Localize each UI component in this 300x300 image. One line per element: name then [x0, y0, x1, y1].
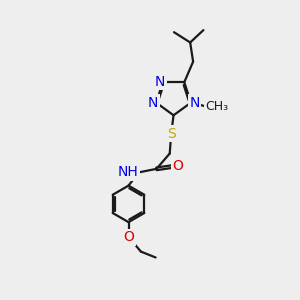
Text: NH: NH: [118, 165, 138, 179]
Text: O: O: [124, 230, 134, 244]
Text: N: N: [155, 75, 165, 88]
Text: S: S: [167, 127, 176, 140]
Text: O: O: [172, 159, 183, 173]
Text: N: N: [189, 96, 200, 110]
Text: CH₃: CH₃: [205, 100, 228, 113]
Text: N: N: [148, 96, 158, 110]
